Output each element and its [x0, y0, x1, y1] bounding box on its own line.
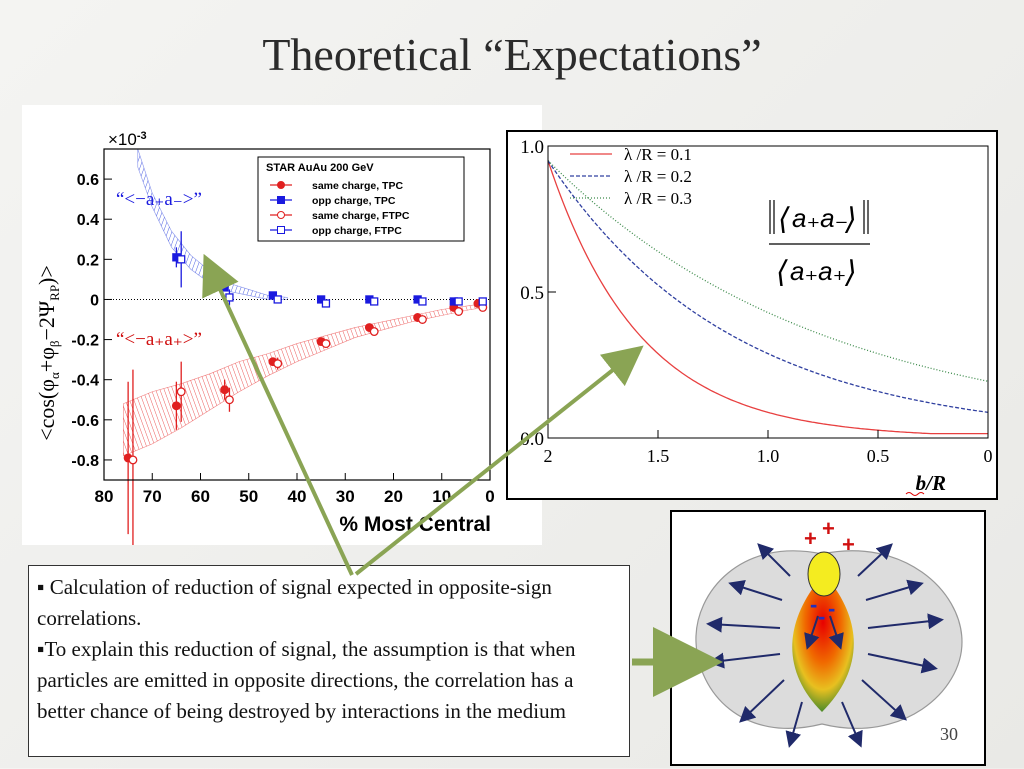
svg-text:⟨: ⟨	[778, 203, 790, 236]
legend-marker	[277, 211, 285, 219]
curve	[547, 160, 988, 435]
medium-illustration-panel: + + + - - -	[670, 510, 986, 766]
data-point	[273, 295, 282, 304]
x-tick-label: 1.0	[757, 446, 780, 466]
y-tick-label: 0.5	[520, 283, 544, 304]
star-correlation-chart: 80 70 60 50 40 30 20 10 0 0.6 0.4 0.2 0 -0.2 -0.4 -0.6 -…	[34, 130, 495, 551]
data-point	[128, 455, 138, 465]
page-number: 30	[940, 724, 958, 744]
data-point	[273, 359, 283, 369]
data-point	[224, 395, 234, 405]
curve	[547, 160, 989, 414]
data-point	[454, 297, 463, 306]
y-tick-label: 1.0	[520, 137, 544, 158]
star-correlation-chart-panel: 80 70 60 50 40 30 20 10 0 0.6 0.4 0.2 0 -0.2 -0.4 -0.6 -…	[22, 105, 542, 551]
legend-label: opp charge, FTPC	[312, 225, 402, 237]
plus-sign-2: +	[822, 516, 835, 541]
ratio-formula: ⟨ a₊a₋ ⟩ ⟨ a₊a₊ ⟩	[769, 200, 870, 289]
outward-arrows	[706, 543, 944, 748]
plus-sign-3: +	[842, 532, 855, 557]
x-axis-title: % Most Central	[339, 513, 491, 536]
curve	[547, 160, 989, 382]
data-point	[176, 387, 186, 397]
y-tick-label: -0.4	[71, 373, 99, 390]
reduction-curves-chart-panel: 2 1.5 1.0 0.5 0 1.0 0.5 0.0 λ /R = 0.1 λ /R = 0.…	[506, 130, 998, 500]
data-point	[225, 293, 234, 302]
x-tick-label: 0.5	[867, 446, 890, 466]
x-tick-label: 30	[336, 487, 355, 506]
y-tick-label: 0.2	[77, 252, 99, 269]
bullet-2: ▪To explain this reduction of signal, th…	[37, 637, 576, 723]
explanation-textbox: ▪ Calculation of reduction of signal exp…	[28, 565, 630, 757]
x-tick-label: 50	[239, 487, 258, 506]
annotation-same-charge: “<−a₊a₊>”	[116, 329, 202, 350]
svg-text:⟩: ⟩	[844, 203, 857, 236]
y-tick-label: 0.4	[77, 212, 99, 229]
data-point	[370, 297, 379, 306]
x-tick-label: 1.5	[647, 446, 670, 466]
x-tick-label: 20	[384, 487, 403, 506]
data-point	[454, 307, 464, 316]
data-point	[177, 255, 186, 264]
y-tick-label: -0.8	[71, 453, 99, 470]
x-tick-label: 60	[191, 487, 210, 506]
data-point	[369, 327, 379, 337]
legend-label: same charge, TPC	[312, 180, 403, 192]
plot-frame-right	[547, 145, 989, 439]
formula-denominator: a₊a₊	[790, 256, 846, 286]
x-tick-label: 2	[544, 446, 553, 466]
legend-marker	[277, 196, 285, 204]
y-tick-label: -0.2	[71, 333, 99, 350]
x-tick-label: 70	[143, 487, 162, 506]
y-axis-title: <cos(φα+φβ−2ΨRP)>	[34, 265, 62, 441]
y-tick-label: -0.6	[71, 413, 99, 430]
svg-text:⟩: ⟩	[844, 256, 857, 289]
data-point	[220, 283, 229, 292]
svg-text:⟨: ⟨	[776, 256, 788, 289]
legend-marker	[277, 181, 285, 189]
legend-marker	[277, 226, 285, 234]
slide-title: Theoretical “Expectations”	[262, 29, 762, 80]
x-tick-label: 10	[432, 487, 451, 506]
medium-illustration: + + + - - -	[695, 516, 963, 748]
data-point	[418, 315, 427, 324]
data-point	[418, 297, 427, 306]
minus-sign-1: -	[810, 592, 817, 617]
legend-label: opp charge, TPC	[312, 195, 396, 207]
x-axis-title-right: b/R	[916, 471, 946, 495]
plus-sign-1: +	[804, 526, 817, 551]
formula-numerator: a₊a₋	[792, 203, 848, 233]
data-point	[478, 297, 487, 306]
bullet-1: ▪ Calculation of reduction of signal exp…	[37, 575, 552, 630]
data-point	[321, 299, 331, 308]
chart-legend: STAR AuAu 200 GeV same charge, TPC opp ch…	[257, 156, 465, 242]
reduction-curves-chart: 2 1.5 1.0 0.5 0 1.0 0.5 0.0 λ /R = 0.1 λ /R = 0.…	[520, 137, 993, 496]
x-tick-label: 0	[984, 446, 993, 466]
medium-almond	[792, 574, 854, 712]
y-tick-label: 0.6	[77, 172, 99, 189]
x-tick-label: 40	[288, 487, 307, 506]
legend-label: λ /R = 0.3	[624, 189, 692, 208]
exponent-label: ×10-3	[108, 130, 147, 149]
legend-title: STAR AuAu 200 GeV	[266, 162, 374, 174]
annotation-opp-charge: “<−a₊a₋>”	[116, 189, 202, 210]
y-tick-label: 0.0	[520, 429, 544, 450]
data-point	[171, 401, 181, 411]
legend-label: λ /R = 0.2	[624, 167, 692, 186]
legend-label: λ /R = 0.1	[624, 145, 692, 164]
legend-label: same charge, FTPC	[312, 210, 410, 222]
y-tick-label: 0	[90, 292, 99, 309]
data-point	[220, 385, 230, 395]
x-tick-label: 0	[485, 487, 494, 506]
minus-sign-3: -	[818, 604, 825, 629]
data-point	[321, 339, 331, 349]
spectator-particle	[807, 551, 841, 597]
band-same	[123, 303, 486, 457]
minus-sign-2: -	[828, 596, 835, 621]
x-tick-label: 80	[95, 487, 114, 506]
